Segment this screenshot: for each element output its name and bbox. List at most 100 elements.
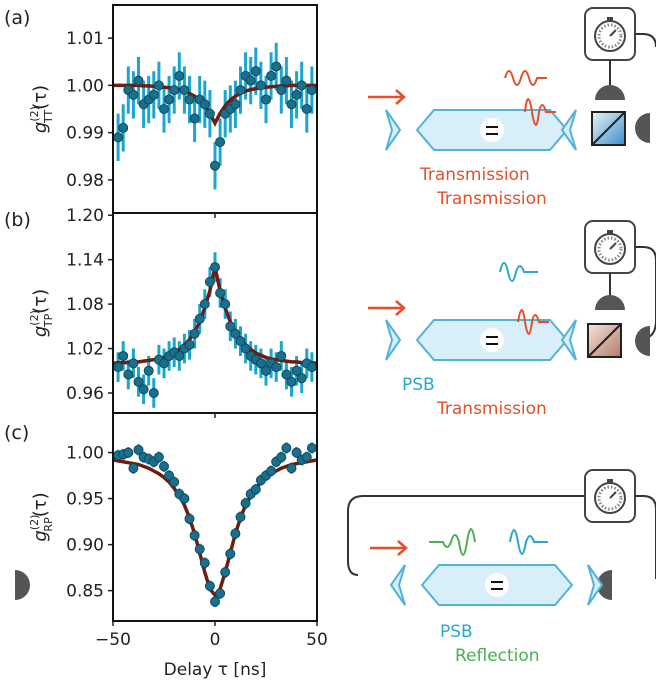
data-point	[272, 363, 281, 372]
data-point	[134, 76, 143, 85]
diagram-label: Transmission	[436, 399, 547, 419]
data-point	[129, 359, 138, 368]
data-point	[277, 351, 286, 360]
y-tick-label: 1.14	[66, 251, 104, 271]
data-point	[287, 100, 296, 109]
data-point	[154, 81, 163, 90]
y-label-arg: (τ)	[30, 289, 51, 314]
data-point	[190, 531, 199, 540]
data-point	[211, 597, 220, 606]
y-tick-label: 0.85	[66, 582, 104, 602]
x-tick-label: 50	[306, 630, 328, 650]
data-point	[216, 138, 225, 147]
y-axis-label: g(2)TT(τ)	[28, 85, 55, 133]
data-point	[251, 485, 260, 494]
y-label-sub: TP	[42, 313, 55, 328]
data-point	[211, 263, 220, 272]
data-point	[297, 374, 306, 383]
data-point	[221, 300, 230, 309]
x-tick-label: −50	[95, 630, 131, 650]
data-point	[287, 377, 296, 386]
data-point	[292, 90, 301, 99]
data-point	[267, 71, 276, 80]
data-point	[190, 114, 199, 123]
data-point	[165, 95, 174, 104]
y-tick-label: 1.20	[66, 206, 104, 226]
data-point	[231, 529, 240, 538]
data-point	[149, 90, 158, 99]
data-point	[262, 95, 271, 104]
data-point	[195, 314, 204, 323]
panel-label: (c)	[4, 422, 29, 444]
data-point	[185, 340, 194, 349]
data-point	[297, 81, 306, 90]
data-point	[160, 105, 169, 114]
data-point	[205, 277, 214, 286]
data-point	[307, 86, 316, 95]
data-point	[302, 453, 311, 462]
y-label-arg: (τ)	[30, 85, 51, 110]
data-point	[119, 351, 128, 360]
y-tick-label: 0.95	[66, 490, 104, 510]
y-label-sub: TT	[42, 110, 55, 125]
x-axis-label: Delay τ [ns]	[164, 660, 267, 680]
y-tick-label: 0.99	[66, 124, 104, 144]
data-point	[205, 109, 214, 118]
y-axis-label: g(2)RP(τ)	[28, 492, 55, 541]
y-label-sub: RP	[42, 517, 55, 532]
diagram-label: Transmission	[419, 165, 530, 185]
data-point	[114, 363, 123, 372]
data-point	[205, 582, 214, 591]
x-tick-label: 0	[210, 630, 221, 650]
data-point	[185, 95, 194, 104]
data-point	[231, 100, 240, 109]
data-point	[246, 76, 255, 85]
data-point	[175, 71, 184, 80]
fit-line	[113, 460, 317, 595]
data-point	[124, 370, 133, 379]
data-point	[236, 86, 245, 95]
data-point	[236, 513, 245, 522]
data-point	[170, 478, 179, 487]
data-point	[195, 545, 204, 554]
y-tick-label: 1.01	[66, 29, 104, 49]
y-tick-label: 0.96	[66, 384, 104, 404]
data-point	[287, 464, 296, 473]
data-point	[190, 329, 199, 338]
data-point	[251, 67, 260, 76]
data-point	[114, 133, 123, 142]
data-point	[129, 90, 138, 99]
data-point	[119, 123, 128, 132]
data-point	[267, 466, 276, 475]
data-point	[129, 464, 138, 473]
data-point	[221, 568, 230, 577]
y-tick-label: 0.98	[66, 171, 104, 191]
diagram-label: PSB	[402, 375, 435, 395]
data-point	[272, 62, 281, 71]
diagram-b: PSB Transmission	[368, 221, 656, 419]
y-axis-label: g(2)TP(τ)	[28, 289, 55, 337]
data-point	[226, 549, 235, 558]
data-point	[200, 100, 209, 109]
diagram-label: Reflection	[455, 646, 540, 666]
y-tick-label: 1.00	[66, 444, 104, 464]
y-tick-label: 0.90	[66, 536, 104, 556]
data-point	[160, 462, 169, 471]
data-point	[154, 453, 163, 462]
data-point	[185, 514, 194, 523]
data-point	[241, 499, 250, 508]
y-label-arg: (τ)	[30, 492, 51, 517]
data-point	[277, 86, 286, 95]
data-point	[216, 289, 225, 298]
y-tick-label: 1.00	[66, 76, 104, 96]
data-point	[144, 366, 153, 375]
diagram-label: PSB	[440, 622, 473, 642]
data-point	[211, 161, 220, 170]
data-point	[216, 589, 225, 598]
data-point	[139, 385, 148, 394]
data-point	[307, 443, 316, 452]
data-point	[149, 389, 158, 398]
panel-label: (a)	[4, 7, 30, 29]
y-tick-label: 1.02	[66, 340, 104, 360]
diagram-a: Transmission Transmission	[368, 8, 656, 209]
